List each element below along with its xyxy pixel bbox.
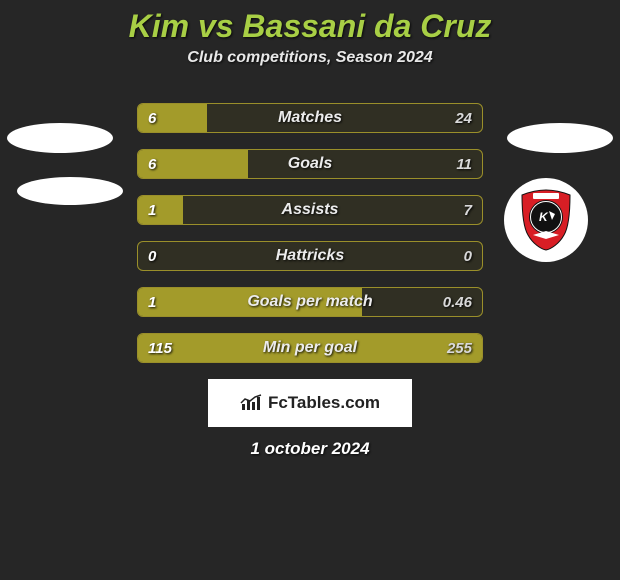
chart-icon xyxy=(240,394,262,412)
bar-right-value: 7 xyxy=(464,196,472,224)
bar-right-value: 24 xyxy=(455,104,472,132)
brand-label: FcTables.com xyxy=(268,393,380,413)
stat-bars: 6Matches24 6Goals11 1Assists7 0Hattricks0 1G… xyxy=(137,103,483,363)
bar-label: Goals per match xyxy=(138,288,482,316)
bar-label: Assists xyxy=(138,196,482,224)
player-left-marker-1 xyxy=(7,123,113,153)
page-title: Kim vs Bassani da Cruz xyxy=(0,0,620,49)
stat-bar: 6Goals11 xyxy=(137,149,483,179)
bar-label: Min per goal xyxy=(138,334,482,362)
bar-label: Matches xyxy=(138,104,482,132)
player-left-marker-2 xyxy=(17,177,123,205)
bar-label: Goals xyxy=(138,150,482,178)
date-label: 1 october 2024 xyxy=(0,439,620,459)
comparison-panel: Kim vs Bassani da Cruz Club competitions… xyxy=(0,0,620,459)
shield-icon: K xyxy=(519,189,573,251)
bar-label: Hattricks xyxy=(138,242,482,270)
bar-right-value: 0.46 xyxy=(443,288,472,316)
bar-right-value: 0 xyxy=(464,242,472,270)
stat-bar: 0Hattricks0 xyxy=(137,241,483,271)
stat-bar: 1Assists7 xyxy=(137,195,483,225)
stat-bar: 1Goals per match0.46 xyxy=(137,287,483,317)
bar-right-value: 11 xyxy=(456,150,472,178)
stat-bar: 115Min per goal255 xyxy=(137,333,483,363)
subtitle: Club competitions, Season 2024 xyxy=(0,49,620,67)
bar-right-value: 255 xyxy=(447,334,472,362)
stat-bar: 6Matches24 xyxy=(137,103,483,133)
player-right-marker-1 xyxy=(507,123,613,153)
svg-text:K: K xyxy=(539,210,549,224)
club-badge-right: K xyxy=(504,178,588,262)
brand-logo: FcTables.com xyxy=(208,379,412,427)
